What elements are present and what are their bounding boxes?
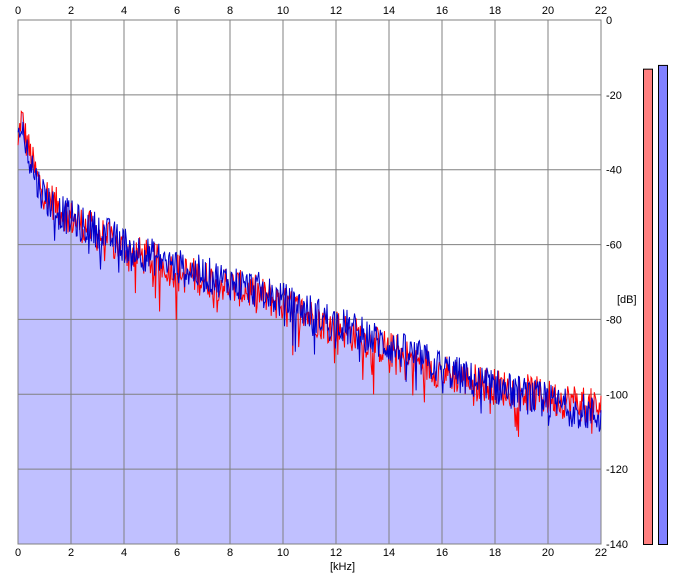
level-meters (643, 64, 668, 546)
x-tick-label-bottom: 2 (68, 547, 74, 559)
x-tick-label-bottom: 16 (436, 547, 448, 559)
x-tick-label-bottom: 12 (330, 547, 342, 559)
x-axis-label: [kHz] (330, 561, 355, 573)
x-tick-label-top: 8 (227, 5, 233, 17)
x-tick-label-bottom: 4 (121, 547, 127, 559)
x-tick-label-top: 22 (595, 5, 607, 17)
x-tick-label-top: 2 (68, 5, 74, 17)
y-tick-label: -120 (606, 464, 628, 476)
x-tick-label-top: 20 (542, 5, 554, 17)
x-tick-label-bottom: 14 (383, 547, 395, 559)
x-tick-label-top: 6 (174, 5, 180, 17)
spectrum-area (18, 111, 601, 544)
y-tick-label: -60 (606, 240, 622, 252)
x-tick-label-bottom: 10 (277, 547, 289, 559)
x-tick-label-bottom: 6 (174, 547, 180, 559)
x-tick-label-top: 10 (277, 5, 289, 17)
x-tick-label-bottom: 0 (15, 547, 21, 559)
y-tick-label: -40 (606, 165, 622, 177)
x-tick-label-top: 0 (15, 5, 21, 17)
y-tick-label: -140 (606, 539, 628, 551)
y-tick-label: -20 (606, 90, 622, 102)
spectrum-series (17, 110, 602, 437)
series-line-blue (17, 121, 602, 432)
x-tick-label-bottom: 20 (542, 547, 554, 559)
x-tick-label-top: 18 (489, 5, 501, 17)
y-axis-label: [dB] (617, 294, 637, 306)
x-tick-label-bottom: 8 (227, 547, 233, 559)
level-meter-left (643, 68, 653, 546)
level-meter-right (658, 64, 668, 546)
x-tick-label-bottom: 18 (489, 547, 501, 559)
y-tick-label: -80 (606, 314, 622, 326)
y-axis-right: 0 -20 -40 -60 -80 -100 -120 -140 (606, 15, 628, 551)
x-tick-label-top: 14 (383, 5, 395, 17)
x-axis-top: 0 2 4 6 8 10 12 14 16 18 20 22 (15, 5, 607, 17)
spectrum-fill (18, 111, 601, 544)
x-axis-bottom: 0 2 4 6 8 10 12 14 16 18 20 22 (15, 547, 607, 559)
y-tick-label: 0 (606, 15, 612, 27)
x-tick-label-top: 12 (330, 5, 342, 17)
y-tick-label: -100 (606, 389, 628, 401)
x-tick-label-top: 4 (121, 5, 127, 17)
x-tick-label-top: 16 (436, 5, 448, 17)
x-tick-label-bottom: 22 (595, 547, 607, 559)
